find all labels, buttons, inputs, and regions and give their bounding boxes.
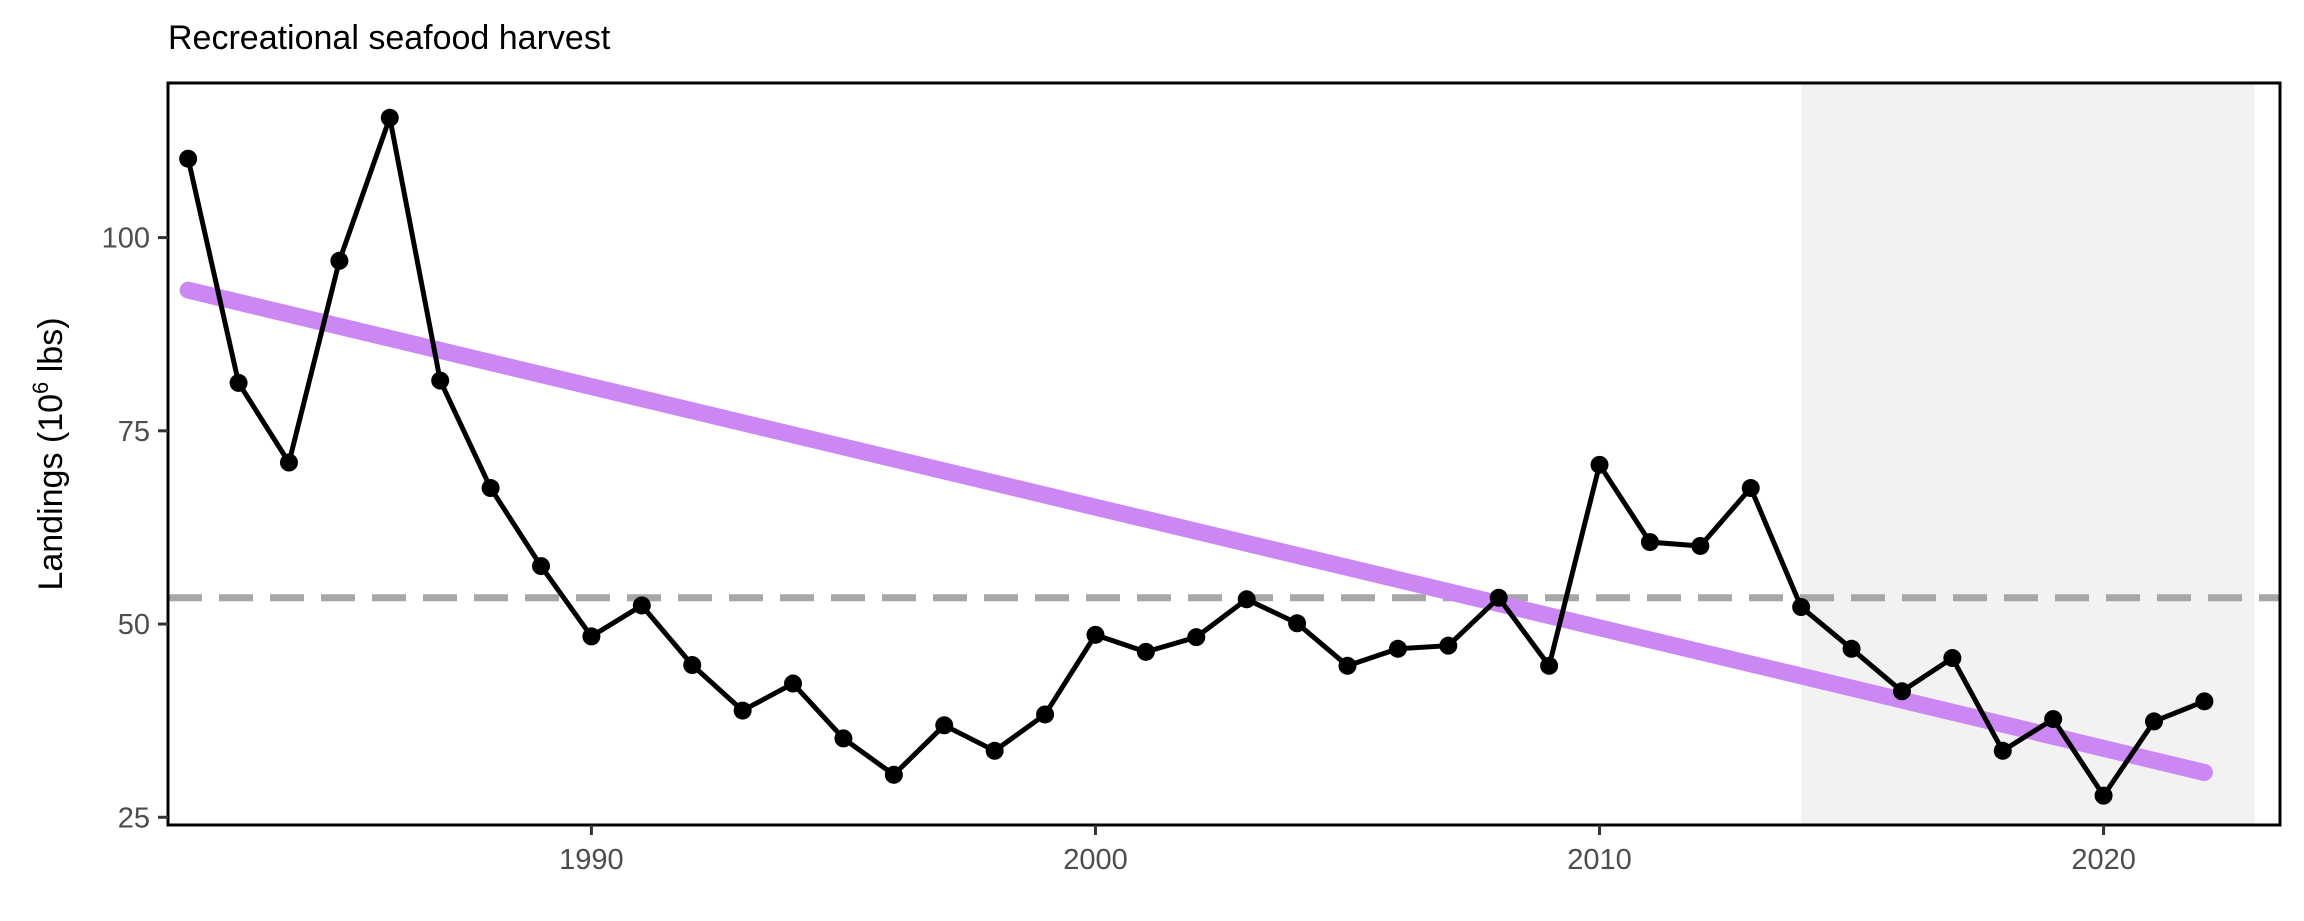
data-point-2005 <box>1338 656 1357 675</box>
data-point-1983 <box>229 373 248 392</box>
y-axis: 25 50 75 100 <box>102 223 168 834</box>
data-point-2004 <box>1288 614 1307 633</box>
x-axis: 1990 2000 2010 2020 <box>559 825 2136 876</box>
data-point-2007 <box>1439 636 1458 655</box>
data-point-1984 <box>279 453 298 472</box>
data-point-2020 <box>2094 786 2113 805</box>
data-point-1999 <box>1036 705 1055 724</box>
x-tick-label-2000: 2000 <box>1063 844 1128 876</box>
data-point-1989 <box>532 557 551 576</box>
data-point-2022 <box>2195 692 2214 711</box>
data-point-2019 <box>2044 710 2063 729</box>
trend-line <box>179 281 2213 781</box>
data-point-2008 <box>1489 588 1508 607</box>
data-point-2010 <box>1590 455 1609 474</box>
data-point-2003 <box>1237 590 1256 609</box>
data-point-2015 <box>1842 639 1861 658</box>
data-point-2006 <box>1388 639 1407 658</box>
data-point-1997 <box>935 716 954 735</box>
data-point-1992 <box>683 656 702 675</box>
y-axis-title-tail: lbs) <box>32 317 70 381</box>
x-tick-label-2010: 2010 <box>1567 844 1632 876</box>
data-point-1994 <box>784 674 803 693</box>
x-tick-label-2020: 2020 <box>2071 844 2136 876</box>
data-point-2013 <box>1741 479 1760 498</box>
data-point-2017 <box>1943 649 1962 668</box>
chart-title: Recreational seafood harvest <box>168 19 611 57</box>
data-point-2009 <box>1540 656 1559 675</box>
x-tick-label-1990: 1990 <box>559 844 624 876</box>
y-tick-label-100: 100 <box>102 223 150 255</box>
data-point-1995 <box>834 729 853 748</box>
data-point-1996 <box>884 765 903 784</box>
data-point-2011 <box>1640 533 1659 552</box>
series-layer <box>179 108 2214 805</box>
y-tick-label-75: 75 <box>118 416 150 448</box>
data-point-2021 <box>2144 712 2163 731</box>
data-point-2012 <box>1691 536 1710 555</box>
data-point-2014 <box>1792 598 1811 617</box>
data-point-2001 <box>1136 642 1155 661</box>
data-point-2000 <box>1086 625 1105 644</box>
data-point-1998 <box>985 741 1004 760</box>
data-point-2002 <box>1187 628 1206 647</box>
data-point-1987 <box>431 371 450 390</box>
y-axis-title-superscript: 6 <box>28 382 53 394</box>
data-point-2016 <box>1892 682 1911 701</box>
y-axis-title: Landings (106 lbs) <box>28 317 70 590</box>
recent-period-shading <box>1801 83 2255 825</box>
data-point-1990 <box>582 627 601 646</box>
data-point-1982 <box>179 149 198 168</box>
data-point-1988 <box>481 479 500 498</box>
data-point-1993 <box>733 701 752 720</box>
plot-border <box>166 81 2282 827</box>
y-tick-label-25: 25 <box>118 802 150 834</box>
data-point-1986 <box>380 108 399 127</box>
y-tick-label-50: 50 <box>118 609 150 641</box>
data-point-1991 <box>632 596 651 615</box>
data-point-1985 <box>330 251 349 270</box>
data-point-2018 <box>1993 741 2012 760</box>
y-axis-title-main: Landings (10 <box>32 394 70 591</box>
